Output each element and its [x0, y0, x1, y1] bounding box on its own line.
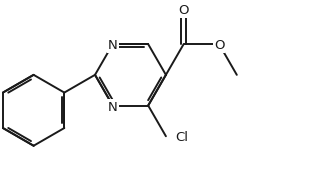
- Text: O: O: [178, 4, 189, 17]
- Text: N: N: [108, 39, 118, 52]
- Text: Cl: Cl: [175, 131, 188, 144]
- Text: N: N: [108, 100, 118, 113]
- Text: O: O: [214, 39, 224, 52]
